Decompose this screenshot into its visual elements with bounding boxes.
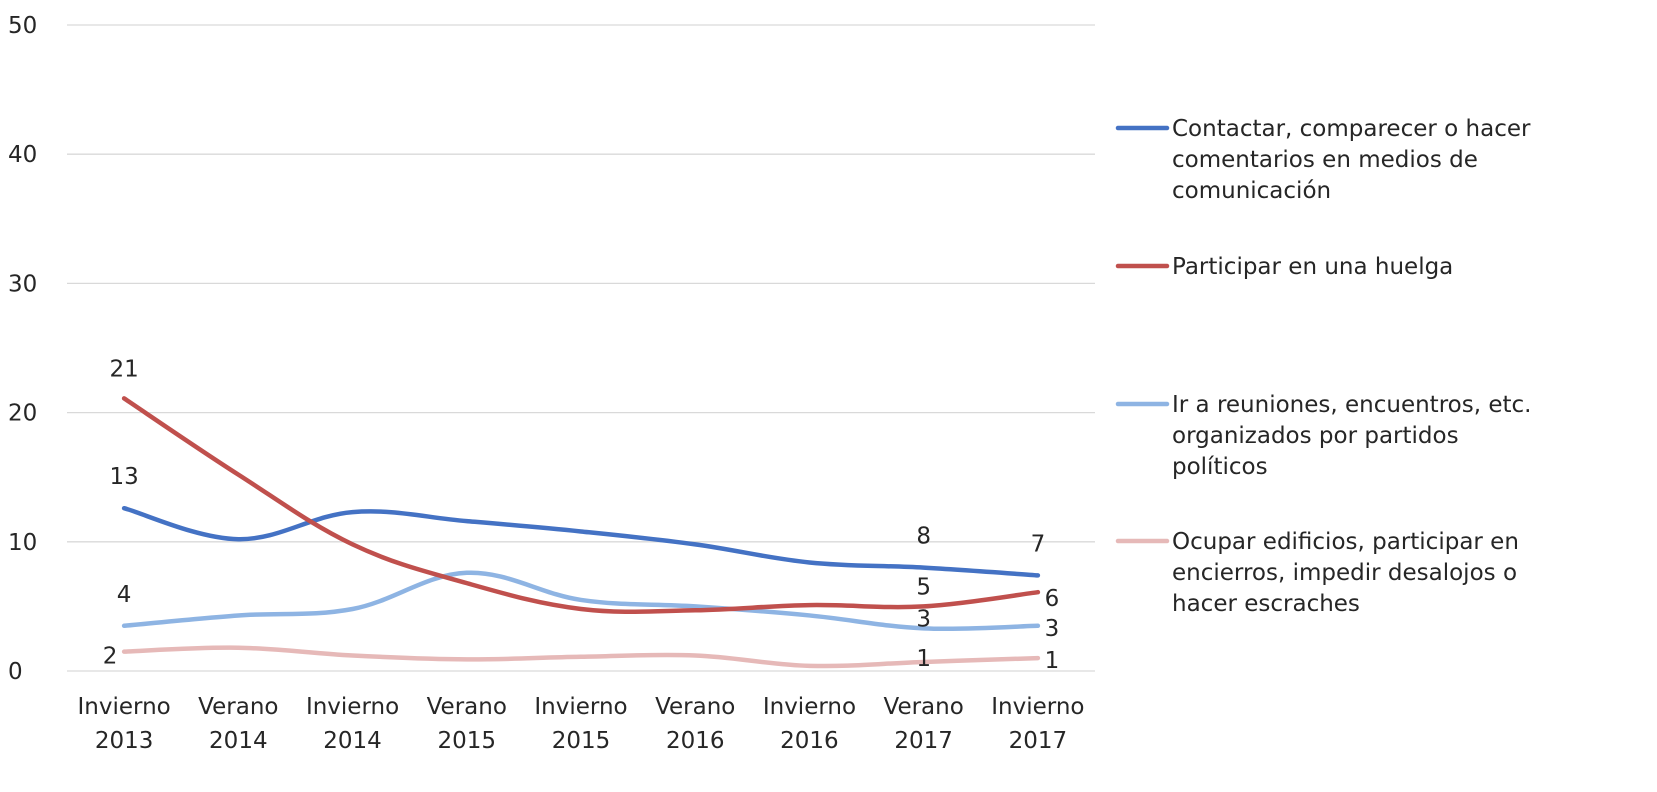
data-label: 1 <box>1045 648 1060 674</box>
series-line-2 <box>121 396 1041 615</box>
legend-entry-line: Ir a reuniones, encuentros, etc. <box>1172 392 1531 418</box>
data-label: 6 <box>1045 586 1060 612</box>
x-tick-label-line: Verano <box>884 694 964 720</box>
y-tick-label: 30 <box>8 271 37 297</box>
legend-entry-line: organizados por partidos <box>1172 423 1459 449</box>
data-label: 8 <box>916 524 931 550</box>
x-tick-label-line: 2014 <box>209 728 268 754</box>
x-tick-label-line: 2016 <box>666 728 725 754</box>
legend-entry-4: Ocupar edificios, participar en encierros… <box>1172 529 1519 617</box>
x-tick-label-line: Invierno <box>78 694 171 720</box>
x-tick-label-line: Invierno <box>763 694 856 720</box>
x-tick-label: Invierno 2016 <box>763 694 856 754</box>
legend-entry-line: comentarios en medios de <box>1172 147 1478 173</box>
x-tick-label: Verano 2014 <box>198 694 278 754</box>
data-label: 3 <box>916 606 931 632</box>
x-tick-label: Verano 2015 <box>427 694 507 754</box>
y-tick-label: 20 <box>8 401 37 427</box>
legend: Contactar, comparecer o hacer comentarios… <box>1115 116 1531 617</box>
series-line-4 <box>121 645 1041 669</box>
x-tick-label-line: 2017 <box>894 728 953 754</box>
y-tick-label: 50 <box>8 13 37 39</box>
x-tick-label-line: 2015 <box>438 728 497 754</box>
series-line-1 <box>121 505 1041 578</box>
y-tick-label: 40 <box>8 142 37 168</box>
y-axis: 0 10 20 30 40 50 <box>8 13 37 685</box>
x-tick-label-line: Verano <box>427 694 507 720</box>
data-label: 4 <box>117 582 132 608</box>
data-label: 7 <box>1031 531 1046 557</box>
x-tick-label: Verano 2016 <box>655 694 735 754</box>
x-tick-label-line: Invierno <box>991 694 1084 720</box>
data-label: 1 <box>916 646 931 672</box>
series-lines <box>121 396 1041 669</box>
x-tick-label-line: 2016 <box>780 728 839 754</box>
legend-entry-line: hacer escraches <box>1172 591 1360 617</box>
x-tick-label: Verano 2017 <box>884 694 964 754</box>
legend-entry-line: Participar en una huelga <box>1172 254 1453 280</box>
x-tick-label-line: Invierno <box>306 694 399 720</box>
data-label: 5 <box>916 574 931 600</box>
y-tick-label: 0 <box>8 659 23 685</box>
x-tick-label-line: 2015 <box>552 728 611 754</box>
legend-entry-line: Ocupar edificios, participar en <box>1172 529 1519 555</box>
x-tick-label: Invierno 2013 <box>78 694 171 754</box>
x-tick-label: Invierno 2015 <box>534 694 627 754</box>
legend-entry-line: Contactar, comparecer o hacer <box>1172 116 1531 142</box>
series-line-3 <box>121 570 1041 632</box>
x-tick-label: Invierno 2017 <box>991 694 1084 754</box>
data-label: 3 <box>1045 616 1060 642</box>
legend-entry-line: políticos <box>1172 454 1268 480</box>
data-label: 2 <box>103 644 118 670</box>
legend-entry-line: encierros, impedir desalojos o <box>1172 560 1517 586</box>
legend-entry-line: comunicación <box>1172 178 1331 204</box>
x-tick-label-line: 2017 <box>1009 728 1068 754</box>
legend-entry-2: Participar en una huelga <box>1172 254 1453 280</box>
gridlines <box>67 24 1095 672</box>
x-tick-label-line: 2014 <box>323 728 382 754</box>
x-tick-label-line: Verano <box>198 694 278 720</box>
legend-entry-1: Contactar, comparecer o hacer comentarios… <box>1172 116 1531 204</box>
x-tick-label-line: Invierno <box>534 694 627 720</box>
y-tick-label: 10 <box>8 530 37 556</box>
x-tick-label-line: Verano <box>655 694 735 720</box>
legend-entry-3: Ir a reuniones, encuentros, etc. organiza… <box>1172 392 1531 480</box>
x-tick-label: Invierno 2014 <box>306 694 399 754</box>
x-tick-label-line: 2013 <box>95 728 154 754</box>
data-label: 13 <box>109 464 138 490</box>
data-label: 21 <box>109 356 138 382</box>
